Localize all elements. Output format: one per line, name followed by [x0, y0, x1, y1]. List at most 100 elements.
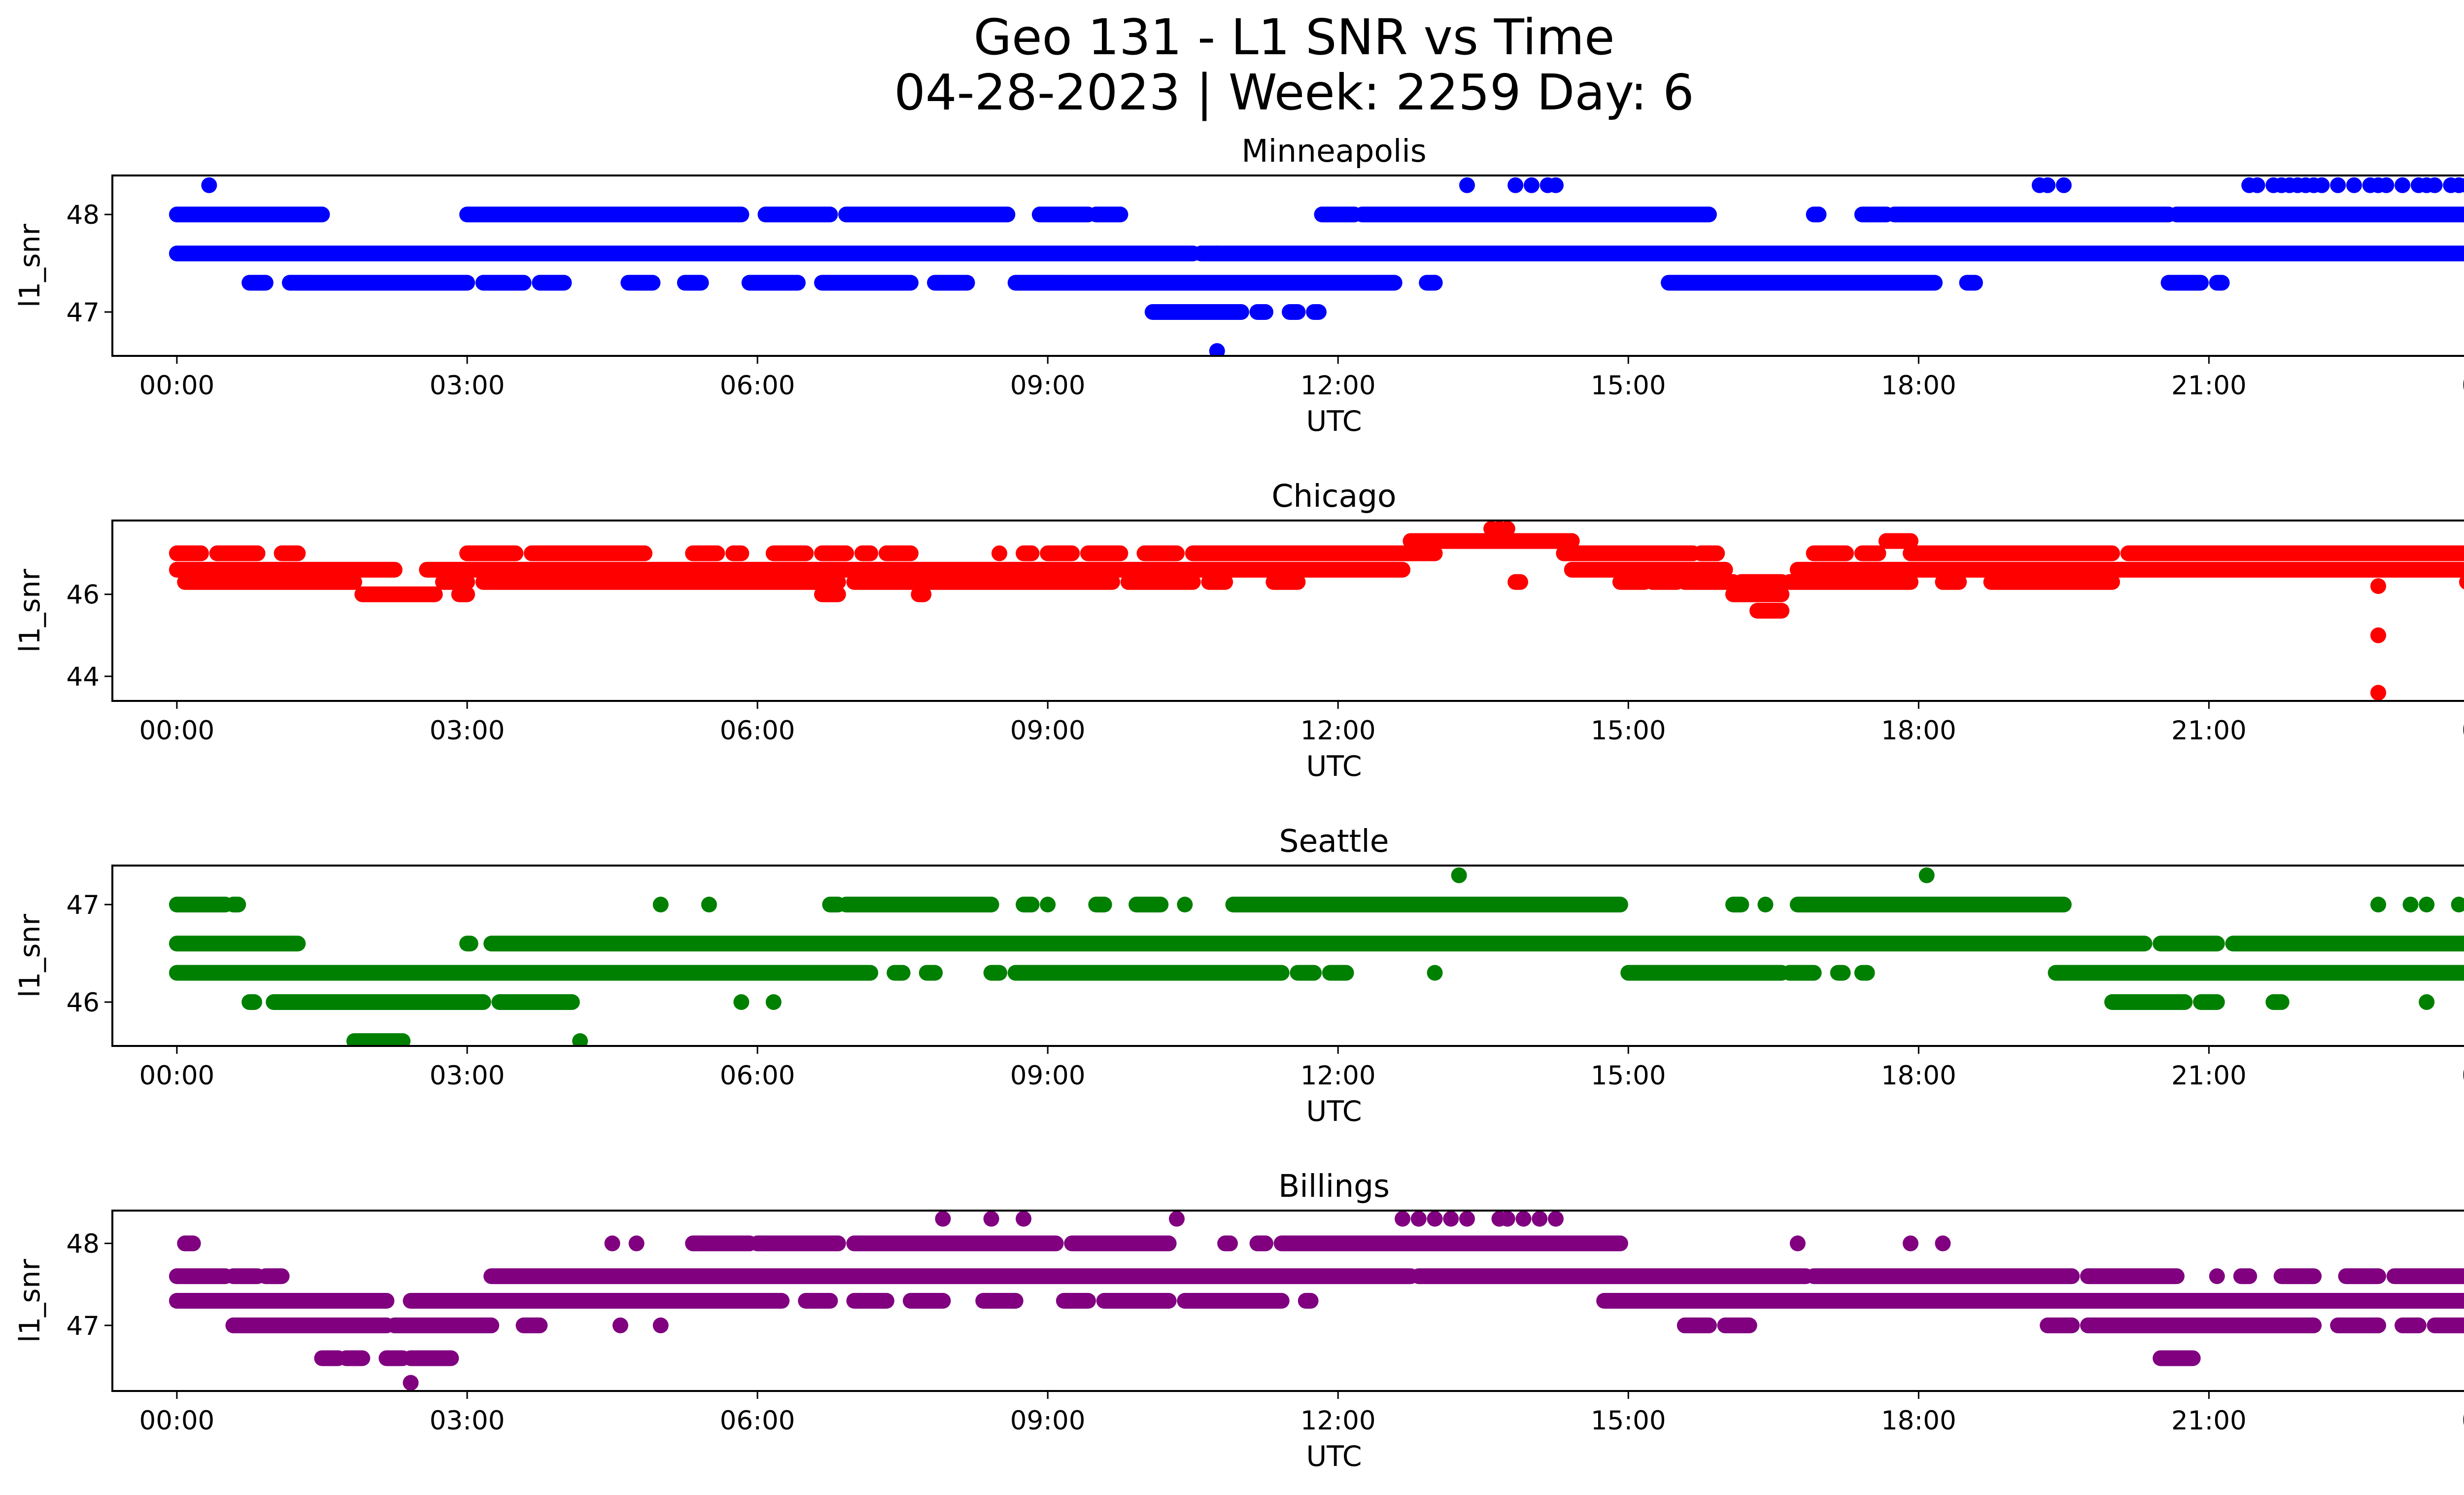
x-tick-label: 15:00	[1591, 371, 1666, 401]
data-point	[604, 1235, 620, 1252]
y-axis-label: l1_snr	[14, 224, 46, 308]
data-point	[1459, 177, 1475, 193]
data-point	[2451, 897, 2464, 913]
axes-frame	[111, 520, 2464, 702]
data-point	[2346, 177, 2362, 193]
x-tick-label: 18:00	[1881, 716, 1956, 746]
data-point	[701, 897, 717, 913]
y-tick-label: 48	[67, 1229, 100, 1259]
data-point	[572, 1033, 588, 1046]
data-point	[2459, 177, 2464, 193]
x-tick-label: 18:00	[1881, 1406, 1956, 1436]
figure-title-line1: Geo 131 - L1 SNR vs Time	[974, 8, 1615, 66]
data-point	[403, 1375, 419, 1391]
x-tick-label: 03:00	[430, 716, 505, 746]
x-axis-label: UTC	[1306, 1095, 1362, 1128]
data-point	[983, 1211, 999, 1227]
subplot-minneapolis: Minneapolis 00:00 03:00 06:00 09:00 12:00 15:0…	[14, 133, 2464, 438]
data-point	[628, 1235, 645, 1252]
x-tick-label: 12:00	[1300, 371, 1376, 401]
x-axis-label: UTC	[1306, 405, 1362, 438]
y-axis-label: l1_snr	[14, 1259, 46, 1343]
data-point	[2402, 897, 2419, 913]
x-tick-label: 18:00	[1881, 1061, 1956, 1091]
x-tick-label: 00:00	[139, 371, 215, 401]
data-point	[2370, 685, 2387, 701]
axes-frame	[111, 174, 2464, 357]
x-tick-label: 06:00	[720, 1406, 795, 1436]
subplots: Minneapolis 00:00 03:00 06:00 09:00 12:00 15:0…	[14, 133, 2464, 1473]
x-tick-label: 00:00	[2462, 1406, 2464, 1436]
x-tick-label: 15:00	[1591, 716, 1666, 746]
data-point	[2419, 994, 2435, 1010]
x-tick-label: 15:00	[1591, 1061, 1666, 1091]
data-point	[2209, 1268, 2225, 1285]
data-point	[1902, 1235, 1918, 1252]
data-point	[1168, 1211, 1185, 1227]
data-point	[1209, 245, 1225, 262]
x-tick-label: 00:00	[2462, 371, 2464, 401]
x-tick-label: 00:00	[2462, 1061, 2464, 1091]
x-tick-label: 00:00	[139, 1406, 215, 1436]
x-tick-label: 00:00	[139, 1061, 215, 1091]
x-axis-label: UTC	[1306, 1440, 1362, 1473]
data-point	[652, 897, 669, 913]
data-point	[1507, 177, 1524, 193]
x-tick-label: 21:00	[2171, 1061, 2247, 1091]
x-tick-label: 09:00	[1010, 371, 1086, 401]
data-point	[1427, 965, 1443, 981]
data-point	[1427, 1211, 1443, 1227]
data-point	[1918, 867, 1935, 883]
data-point	[652, 1317, 669, 1333]
data-point	[2330, 177, 2346, 193]
x-tick-label: 12:00	[1300, 716, 1376, 746]
data-point	[201, 177, 217, 193]
x-tick-label: 09:00	[1010, 1406, 1086, 1436]
axes-frame	[111, 865, 2464, 1047]
x-tick-label: 21:00	[2171, 371, 2247, 401]
data-series	[169, 177, 2464, 356]
y-tick-label: 46	[67, 988, 100, 1018]
y-tick-label: 46	[67, 580, 100, 610]
data-point	[1427, 275, 1443, 291]
data-point	[1410, 1211, 1427, 1227]
data-point	[991, 545, 1007, 561]
data-point	[2055, 177, 2072, 193]
data-point	[1040, 897, 1056, 913]
x-tick-label: 18:00	[1881, 371, 1956, 401]
data-point	[765, 994, 782, 1010]
x-tick-label: 12:00	[1300, 1406, 1376, 1436]
data-point	[1443, 1211, 1459, 1227]
x-tick-label: 03:00	[430, 371, 505, 401]
data-point	[2378, 177, 2395, 193]
data-point	[1395, 1211, 1411, 1227]
x-tick-label: 00:00	[139, 716, 215, 746]
data-point	[935, 1211, 951, 1227]
y-tick-label: 48	[67, 200, 100, 230]
data-point	[1757, 897, 1774, 913]
y-axis-label: l1_snr	[14, 569, 46, 653]
data-point	[2427, 177, 2443, 193]
subplot-title: Minneapolis	[1241, 133, 1426, 169]
data-point	[2370, 627, 2387, 643]
data-point	[2419, 897, 2435, 913]
data-series	[169, 867, 2464, 1046]
data-point	[1523, 177, 1540, 193]
data-series	[169, 1211, 2464, 1391]
x-tick-label: 03:00	[430, 1406, 505, 1436]
x-tick-label: 06:00	[720, 716, 795, 746]
data-point	[2040, 177, 2056, 193]
data-point	[1209, 343, 1225, 356]
data-series	[169, 521, 2464, 701]
y-tick-label: 47	[67, 890, 100, 920]
data-point	[2370, 897, 2387, 913]
data-point	[1451, 867, 1467, 883]
data-point	[1177, 897, 1193, 913]
x-tick-label: 12:00	[1300, 1061, 1376, 1091]
subplot-seattle: Seattle 00:00 03:00 06:00 09:00 12:00 15:00 18:…	[14, 823, 2464, 1128]
subplot-chicago: Chicago 00:00 03:00 06:00 09:00 12:00 15:00 18:…	[14, 478, 2464, 783]
x-tick-label: 21:00	[2171, 716, 2247, 746]
figure-title-line2: 04-28-2023 | Week: 2259 Day: 6	[894, 64, 1694, 121]
x-tick-label: 06:00	[720, 371, 795, 401]
subplot-title: Billings	[1278, 1168, 1390, 1204]
